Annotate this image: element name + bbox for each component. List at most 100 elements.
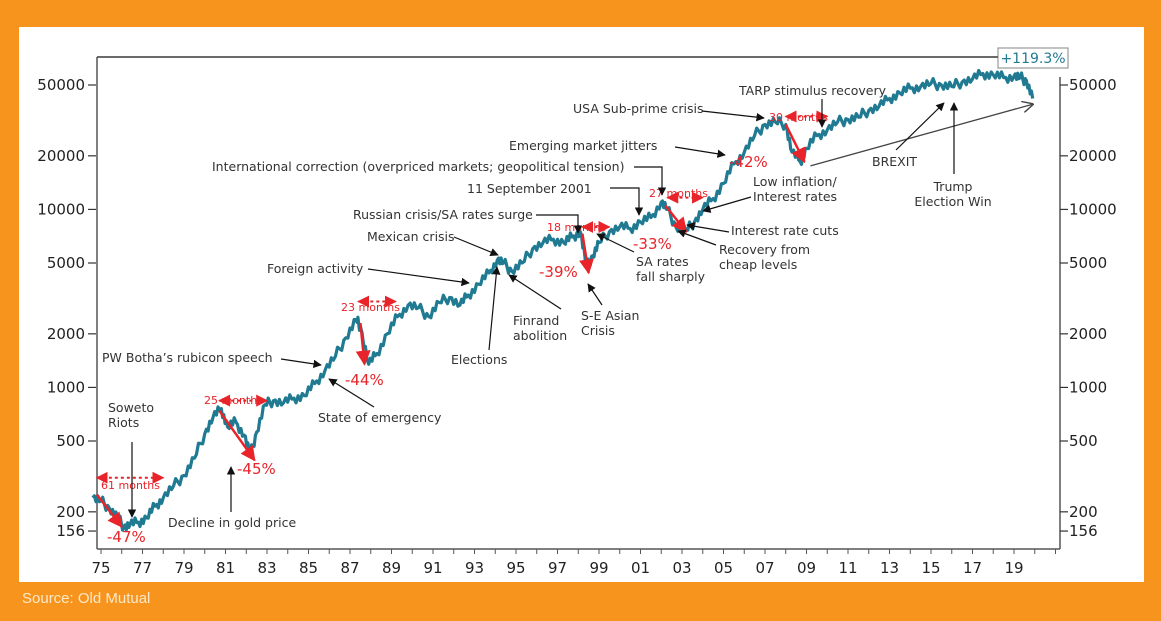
annotation-arrow [453,236,499,257]
x-tick-label: 81 [216,559,235,577]
annotation-line: 11 September 2001 [467,181,592,196]
y-tick-label-right: 500 [1069,432,1098,450]
annotation-arrow [677,229,717,246]
annotation-line: BREXIT [872,154,917,169]
annotation-line: Russian crisis/SA rates surge [353,207,533,222]
x-tick-label: 01 [631,559,650,577]
source-caption: Source: Old Mutual [22,590,151,607]
y-tick-label-left: 1000 [47,378,85,396]
duration-label: 61 months [101,479,160,492]
y-tick-label-right: 5000 [1069,254,1107,272]
annotation-arrow [488,266,501,351]
annotation-recovery-from-cheap-levels: Recovery from cheap levels [719,242,810,272]
annotation-arrow [895,102,945,151]
x-tick-label: 77 [133,559,152,577]
drawdown-arrow [218,409,256,462]
annotation-line: Elections [451,352,507,367]
y-tick-label-left: 2000 [47,325,85,343]
x-tick-label: 07 [755,559,774,577]
annotation-arrow [328,378,375,408]
series-line-index [91,68,1035,532]
annotation-line: Interest rates [753,189,837,204]
annotation-line: S-E Asian [581,308,639,323]
drawdown-label: -39% [539,263,578,281]
drawdown-arrow [664,204,688,233]
duration-label: 25 months [204,394,263,407]
x-tick-label: 11 [838,559,857,577]
annotation-line: Soweto [108,400,154,415]
y-tick-label-left: 10000 [37,200,85,218]
x-tick-label: 89 [382,559,401,577]
y-tick-label-right: 50000 [1069,76,1117,94]
annotation-russian-crisis-sa-rates-surge: Russian crisis/SA rates surge [353,207,533,222]
y-tick-label-left: 156 [56,522,85,540]
annotation-line: Emerging market jitters [509,138,657,153]
annotation-arrow [674,146,726,158]
annotation-pw-botha-s-rubicon-speech: PW Botha’s rubicon speech [102,350,273,365]
annotation-line: TARP stimulus recovery [738,83,887,98]
annotation-line: PW Botha’s rubicon speech [102,350,273,365]
x-tick-label: 03 [672,559,691,577]
x-tick-label: 85 [299,559,318,577]
annotation-arrow [634,166,667,196]
annotation-line: Recovery from [719,242,810,257]
annotation-line: Election Win [914,194,991,209]
annotation-line: fall sharply [636,269,706,284]
annotation-line: International correction (overpriced mar… [212,159,624,174]
x-tick-label: 13 [880,559,899,577]
annotation-arrow [610,187,644,216]
annotation-brexit: BREXIT [872,154,917,169]
annotation-arrow [508,274,562,310]
x-tick-label: 79 [174,559,193,577]
annotation-line: State of emergency [318,410,442,425]
duration-label: 30 months [769,111,828,124]
annotation-arrow [536,214,583,234]
annotation-arrow [587,283,603,306]
annotation-sa-rates-fall-sharply: SA rates fall sharply [636,254,706,284]
y-tick-label-right: 1000 [1069,378,1107,396]
annotation-soweto-riots: Soweto Riots [108,400,154,430]
duration-label: 27 months [649,187,708,200]
annotation-line: Crisis [581,323,615,338]
y-tick-label-left: 5000 [47,254,85,272]
y-tick-label-right: 156 [1069,522,1098,540]
y-tick-label-right: 10000 [1069,200,1117,218]
annotation-line: Foreign activity [267,261,364,276]
y-tick-label-left: 200 [56,503,85,521]
annotation-arrow [701,110,765,122]
annotation-finrand-abolition: Finrand abolition [513,313,567,343]
drawdown-arrow [784,123,806,164]
annotation-low-inflation-interest-rates: Low inflation/Interest rates [753,174,837,204]
annotation-line: Riots [108,415,139,430]
annotation-state-of-emergency: State of emergency [318,410,442,425]
annotation-line: SA rates [636,254,689,269]
annotation-elections: Elections [451,352,507,367]
duration-label: 23 months [341,301,400,314]
annotation-foreign-activity: Foreign activity [267,261,364,276]
x-tick-label: 91 [423,559,442,577]
recovery-arrow [810,104,1032,167]
x-tick-label: 19 [1004,559,1023,577]
annotation-s-e-asian-crisis: S-E Asian Crisis [581,308,639,338]
drawdown-arrow [95,493,123,528]
annotation-tarp-stimulus-recovery: TARP stimulus recovery [738,83,887,98]
y-tick-label-right: 20000 [1069,147,1117,165]
annotation-international-correction-overpriced-markets-geopolitical-tension: International correction (overpriced mar… [212,159,624,174]
final-change-label: +119.3% [1000,51,1065,67]
annotation-usa-sub-prime-crisis: USA Sub-prime crisis [573,101,704,116]
x-tick-label: 95 [506,559,525,577]
annotation-arrow [702,196,752,213]
drawdown-label: -33% [633,235,672,253]
drawdown-label: -45% [237,460,276,478]
annotation-decline-in-gold-price: Decline in gold price [168,515,296,530]
y-tick-label-left: 50000 [37,76,85,94]
annotation-arrow [596,233,635,253]
annotation-arrow [280,358,322,369]
x-tick-label: 75 [91,559,110,577]
y-tick-label-left: 500 [56,432,85,450]
annotation-line: Mexican crisis [367,229,455,244]
drawdown-label: -44% [345,371,384,389]
annotation-line: abolition [513,328,567,343]
annotation-11-september-2001: 11 September 2001 [467,181,592,196]
